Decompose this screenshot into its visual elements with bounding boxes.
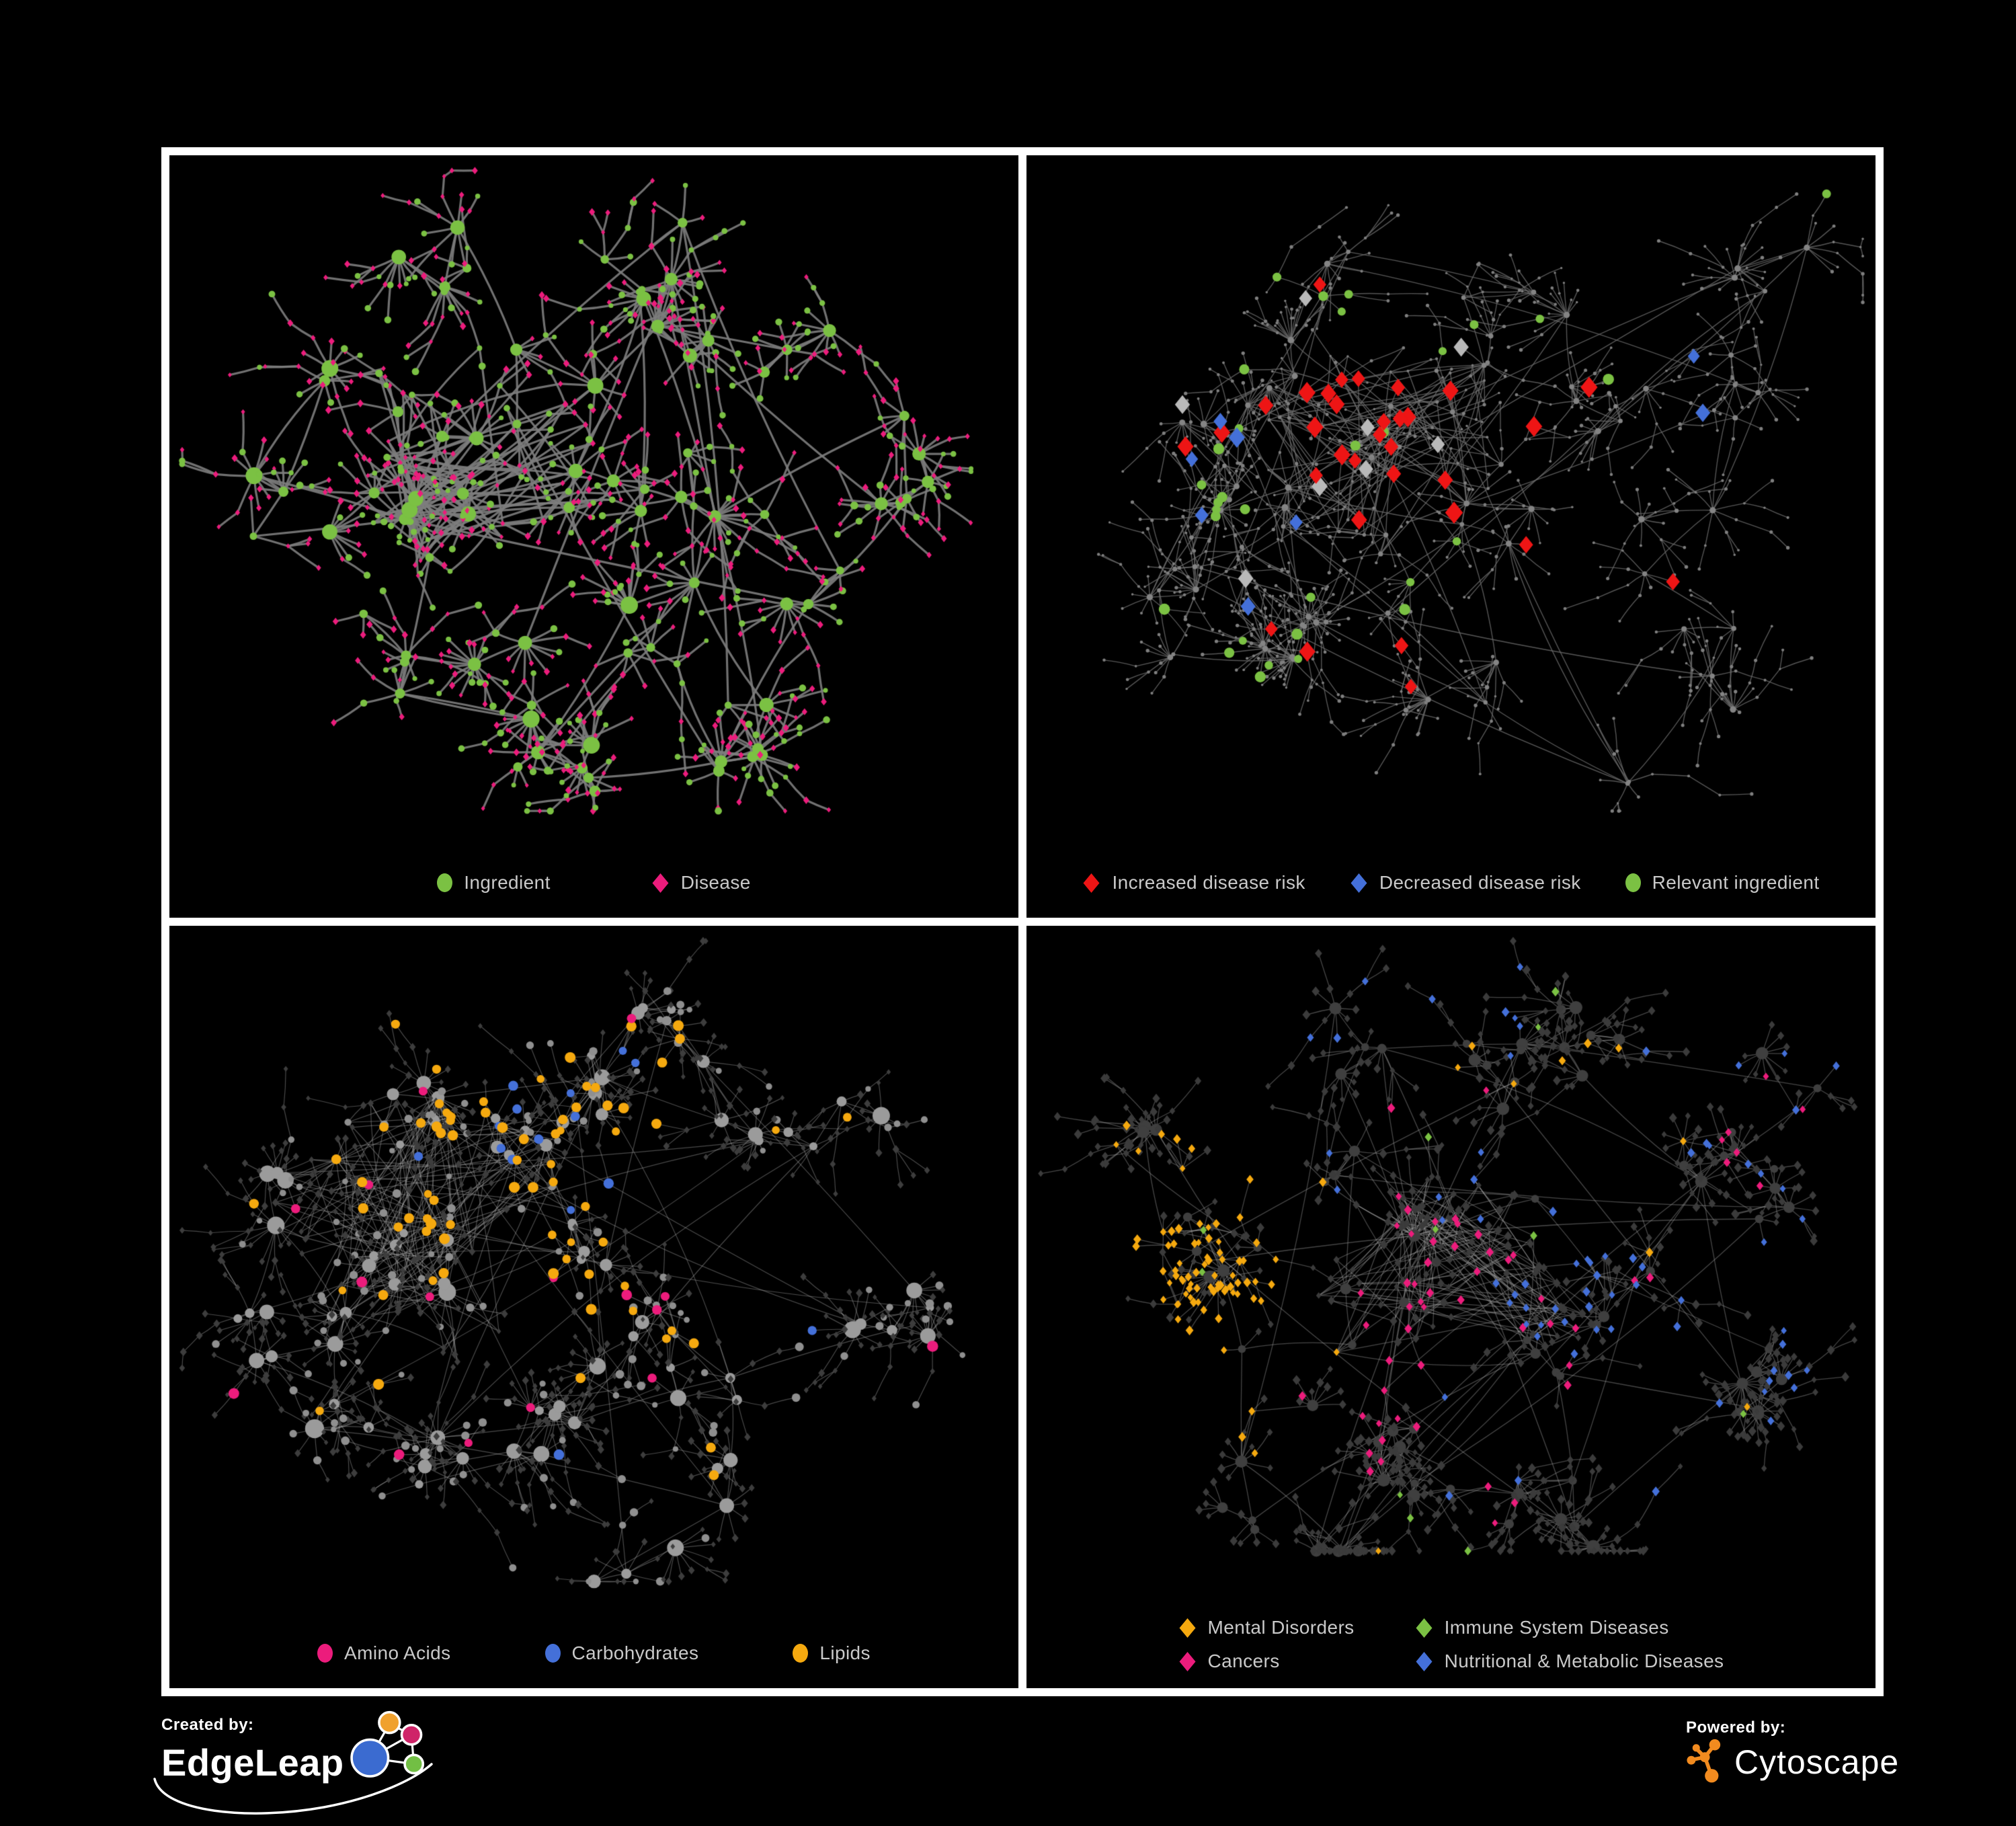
circle-swatch-icon [545,1644,561,1663]
edgeleap-wordmark: EdgeLeap [161,1741,344,1784]
network-canvas-disease-risk [1026,155,1876,918]
edgeleap-logo-icon [350,1710,424,1778]
legend-item: Relevant ingredient [1625,872,1820,894]
legend-items: Increased disease risk Decreased disease … [1082,872,1819,894]
legend-disease-classes: Mental Disorders Immune System Diseases Ca… [1026,1617,1876,1672]
legend-label: Relevant ingredient [1652,872,1820,893]
legend-label: Increased disease risk [1112,872,1305,893]
legend-item: Cancers [1178,1651,1355,1672]
legend-label: Nutritional & Metabolic Diseases [1444,1651,1724,1671]
legend-item: Lipids [793,1642,871,1664]
cytoscape-logo-icon [1687,1739,1721,1783]
circle-swatch-icon [317,1644,333,1663]
diamond-swatch-icon [651,873,670,894]
legend-ingredient-disease: Ingredient Disease [169,872,1018,894]
legend-label: Amino Acids [344,1642,451,1663]
panel-disease-classes-network: Mental Disorders Immune System Diseases Ca… [1026,926,1876,1688]
legend-label: Lipids [819,1642,871,1663]
circle-swatch-icon [793,1644,809,1663]
legend-item: Amino Acids [317,1642,450,1664]
circle-swatch-icon [1625,873,1641,892]
panel-disease-risk-network: Increased disease risk Decreased disease … [1026,155,1876,918]
legend-item: Decreased disease risk [1350,872,1581,894]
legend-label: Mental Disorders [1207,1617,1355,1638]
network-canvas-nutrient-classes [169,926,1018,1688]
legend-item: Mental Disorders [1178,1617,1355,1638]
panel-ingredient-disease-network: Ingredient Disease [169,155,1018,918]
legend-item: Carbohydrates [545,1642,699,1664]
panel-nutrient-classes-network: Amino Acids Carbohydrates Lipids [169,926,1018,1688]
legend-label: Ingredient [464,872,551,893]
legend-item: Ingredient [437,872,551,894]
footer: Created by: EdgeLeap Powered by: [0,1710,2016,1817]
circle-swatch-icon [437,873,453,892]
diamond-swatch-icon [1178,1618,1197,1638]
legend-label: Carbohydrates [571,1642,699,1663]
legend-nutrient-classes: Amino Acids Carbohydrates Lipids [169,1642,1018,1664]
cytoscape-wordmark: Cytoscape [1734,1743,1900,1781]
legend-item: Disease [651,872,751,894]
legend-disease-risk: Increased disease risk Decreased disease … [1026,872,1876,894]
legend-label: Decreased disease risk [1379,872,1581,893]
legend-item: Immune System Diseases [1415,1617,1724,1638]
network-canvas-ingredient-disease [169,155,1018,918]
legend-item: Increased disease risk [1082,872,1305,894]
network-canvas-disease-classes [1026,926,1876,1688]
legend-items: Mental Disorders Immune System Diseases Ca… [1178,1617,1724,1672]
created-by-label: Created by: [161,1716,254,1734]
diamond-swatch-icon [1415,1651,1433,1672]
legend-items: Ingredient Disease [437,872,751,894]
diamond-swatch-icon [1082,873,1100,894]
legend-item: Nutritional & Metabolic Diseases [1415,1651,1724,1672]
cytoscape-lockup: Cytoscape [1686,1739,1899,1786]
legend-items: Amino Acids Carbohydrates Lipids [317,1642,871,1664]
diamond-swatch-icon [1415,1618,1433,1638]
diamond-swatch-icon [1350,873,1368,894]
legend-label: Disease [680,872,751,893]
cytoscape-credit: Powered by: Cytoscape [1686,1718,1899,1786]
legend-label: Immune System Diseases [1444,1617,1669,1638]
panel-grid: Ingredient Disease Increased disease risk… [161,147,1884,1696]
powered-by-label: Powered by: [1686,1718,1786,1737]
edgeleap-credit: Created by: EdgeLeap [153,1710,433,1815]
diamond-swatch-icon [1178,1651,1197,1672]
legend-label: Cancers [1207,1651,1280,1671]
edgeleap-lockup: EdgeLeap [153,1710,433,1815]
